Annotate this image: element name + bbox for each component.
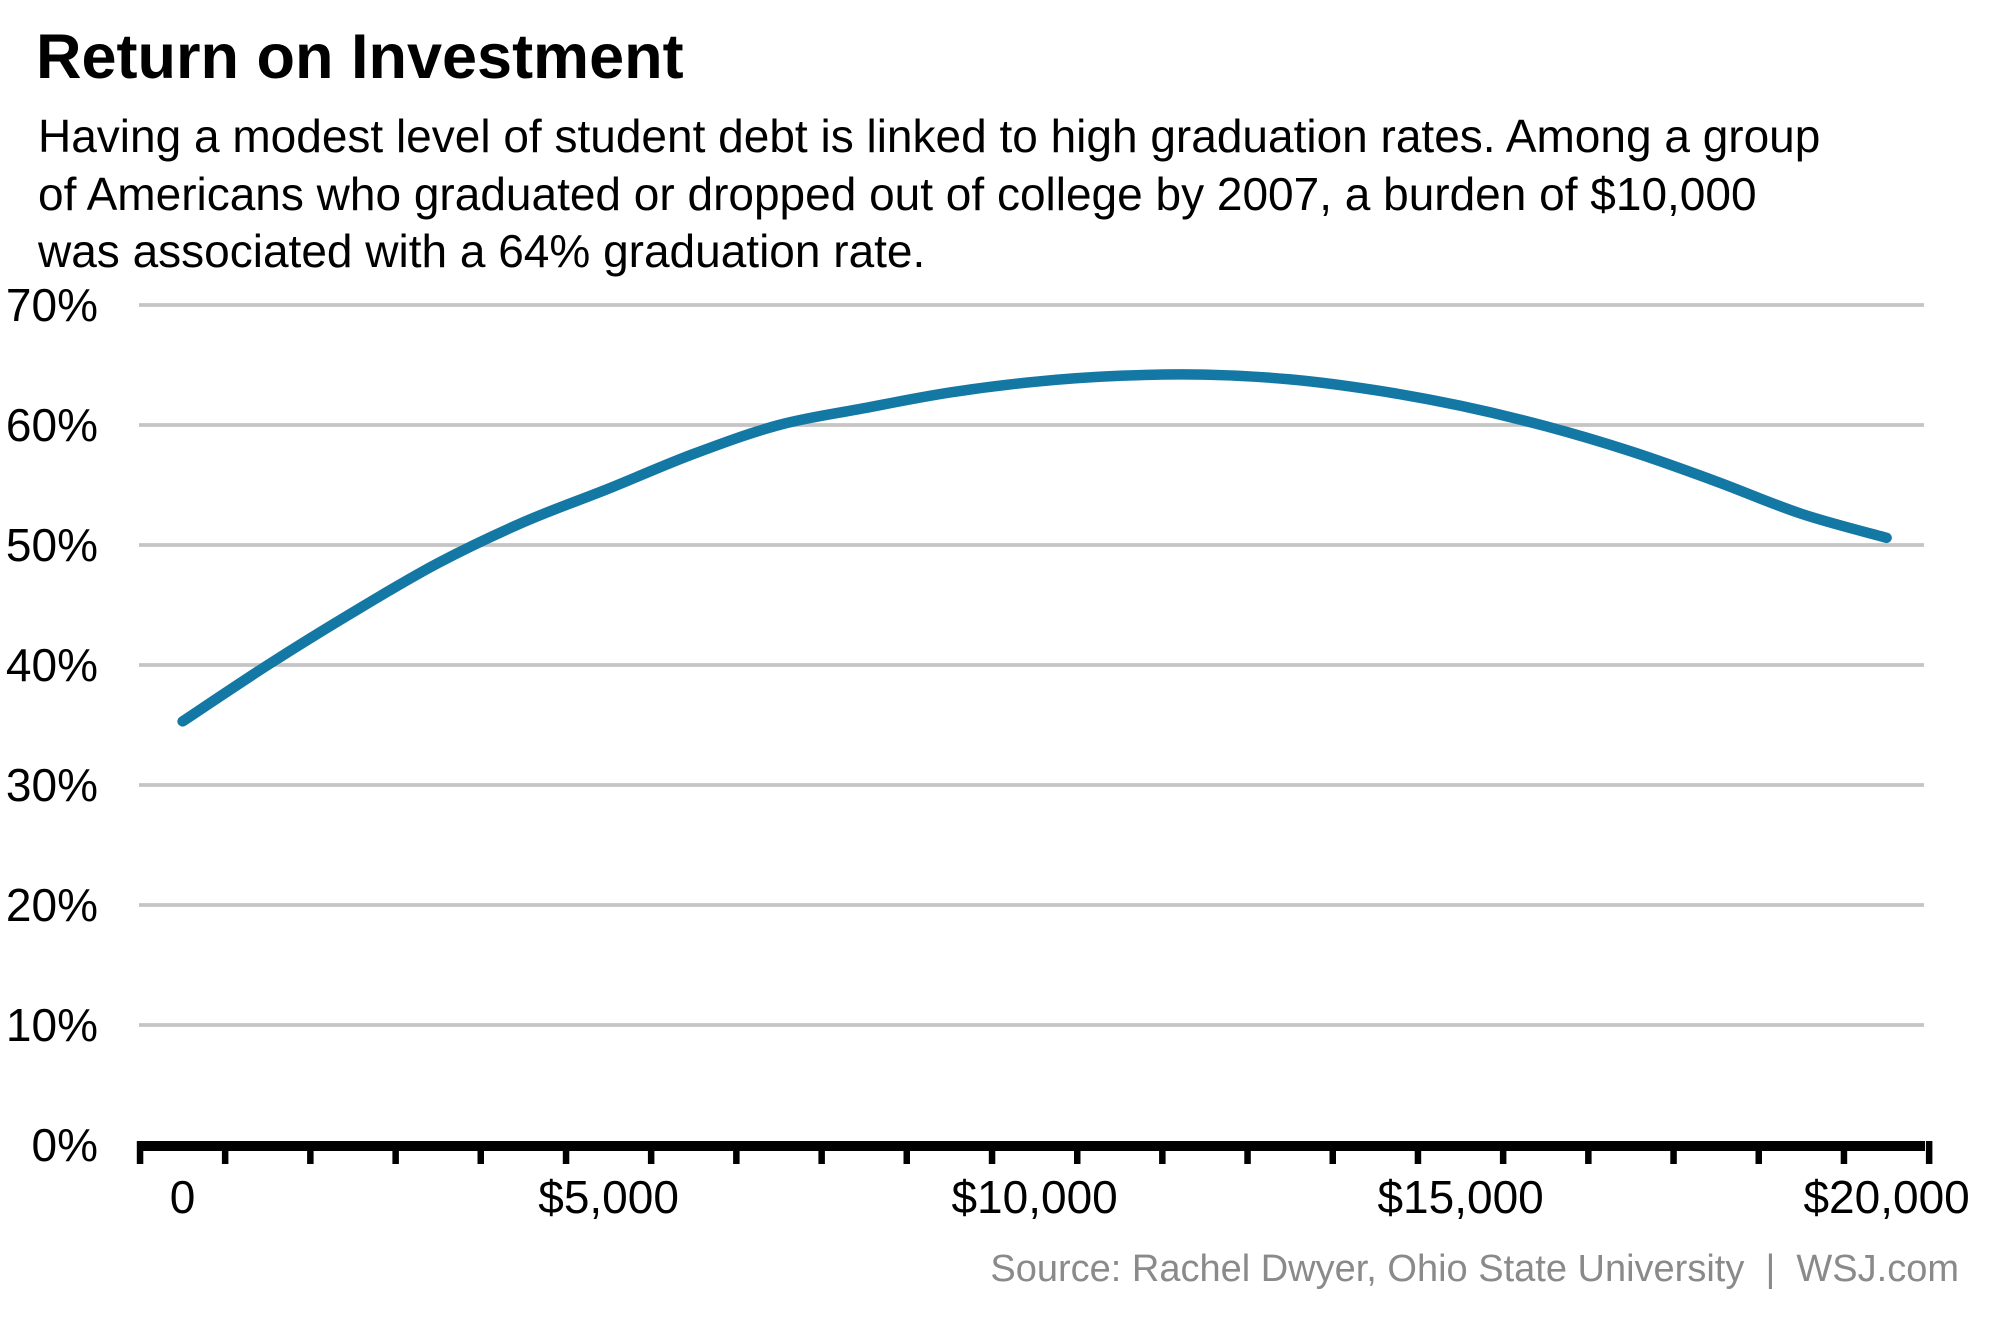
x-axis-tick [307,1141,314,1164]
x-axis-tick [1244,1141,1251,1164]
chart-title: Return on Investment [36,22,684,92]
subtitle-line: Having a modest level of student debt is… [38,110,1821,162]
x-axis-tick [1670,1141,1677,1164]
x-axis-tick [1840,1141,1848,1164]
y-axis-label: 60% [6,399,98,451]
x-axis-tick [392,1141,399,1164]
x-axis-tick [733,1141,740,1164]
x-axis-label: $10,000 [951,1171,1117,1223]
x-axis-tick [1925,1141,1933,1164]
x-axis-tick [1329,1141,1336,1164]
x-axis-label: $20,000 [1803,1171,1969,1223]
trend-line [177,369,1892,727]
x-axis-label: $15,000 [1377,1171,1543,1223]
x-axis-tick [1159,1141,1166,1164]
y-axis-label: 70% [6,279,98,331]
x-axis-tick [477,1141,484,1164]
x-axis-tick [988,1141,996,1164]
x-axis-tick [1755,1141,1762,1164]
x-axis-tick [818,1141,825,1164]
x-axis-tick [136,1141,144,1164]
chart-subtitle: Having a modest level of student debt is… [38,108,1820,281]
source-credit: Source: Rachel Dwyer, Ohio State Univers… [990,1248,1959,1290]
x-axis-label: $5,000 [538,1171,679,1223]
subtitle-line: was associated with a 64% graduation rat… [38,225,926,277]
x-axis-line [137,1141,1925,1151]
x-axis-tick [221,1141,229,1164]
y-axis-label: 50% [6,519,98,571]
x-axis-tick [903,1141,910,1164]
x-axis-label: 0 [170,1171,196,1223]
y-axis-label: 10% [6,999,98,1051]
y-axis-label: 20% [6,879,98,931]
y-axis-label: 30% [6,759,98,811]
subtitle-line: of Americans who graduated or dropped ou… [38,167,1757,220]
x-axis-tick [1499,1141,1507,1164]
y-axis-label: 40% [6,639,98,691]
x-axis-tick [562,1141,570,1164]
x-axis-tick [647,1141,655,1164]
y-axis-label: 0% [32,1119,98,1171]
x-axis-tick [1074,1141,1081,1164]
x-axis-tick [1585,1141,1592,1164]
x-axis-tick [1414,1141,1422,1164]
